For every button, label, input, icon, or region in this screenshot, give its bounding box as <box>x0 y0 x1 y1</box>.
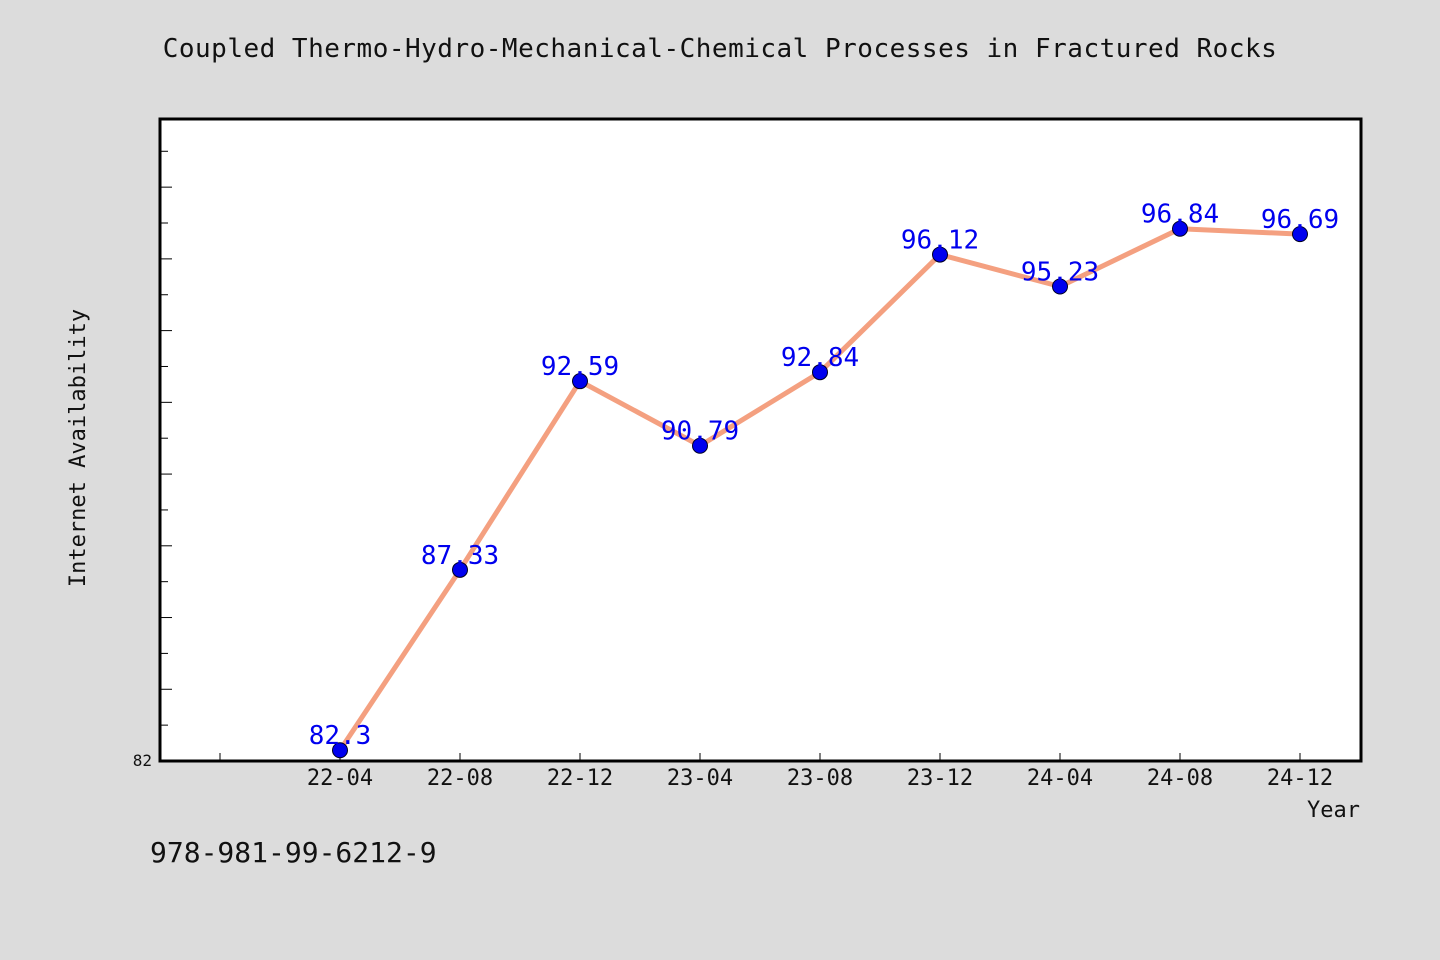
y-axis-title: Internet Availability <box>66 309 91 587</box>
data-label-22-12: 92.59 <box>541 352 619 382</box>
x-tick-label-23-08: 23-08 <box>787 766 853 791</box>
data-point-23-04 <box>692 437 708 454</box>
x-axis-ticks: 22-04 22-08 22-12 23-04 23-08 23-12 24-04 24-08… <box>219 753 1333 791</box>
data-label-22-08: 87.33 <box>421 541 499 571</box>
data-point-23-12 <box>932 246 948 263</box>
data-point-24-12 <box>1292 226 1308 243</box>
x-tick-label-24-12: 24-12 <box>1267 766 1333 791</box>
data-label-23-04: 90.79 <box>661 417 739 447</box>
data-label-24-04: 95.23 <box>1021 257 1099 287</box>
chart-title: Coupled Thermo-Hydro-Mechanical-Chemical… <box>162 34 1278 64</box>
x-tick-label-24-08: 24-08 <box>1147 766 1213 791</box>
plot-area <box>158 117 1363 763</box>
data-point-22-04 <box>332 742 348 759</box>
data-point-22-08 <box>452 561 468 578</box>
x-tick-label-22-12: 22-12 <box>547 766 613 791</box>
data-point-23-08 <box>812 364 828 381</box>
data-label-22-04: 82.3 <box>309 721 372 751</box>
data-labels: 82.3 87.33 92.59 90.79 92.84 96.12 95.23 96.84 9… <box>309 200 1339 751</box>
x-tick-label-23-04: 23-04 <box>667 766 733 791</box>
x-tick-label-24-04: 24-04 <box>1027 766 1093 791</box>
isbn-text: 978-981-99-6212-9 <box>150 836 437 869</box>
x-axis-title: Year <box>1307 798 1360 823</box>
data-point-24-04 <box>1052 278 1068 295</box>
data-point-22-12 <box>572 373 588 390</box>
x-tick-label-22-08: 22-08 <box>427 766 493 791</box>
y-axis-ticks <box>160 150 172 762</box>
x-tick-label-23-12: 23-12 <box>907 766 973 791</box>
data-label-24-08: 96.84 <box>1141 200 1219 230</box>
data-label-23-08: 92.84 <box>781 343 859 373</box>
y-tick-label-82: 82 <box>133 751 152 770</box>
data-label-23-12: 96.12 <box>901 226 979 256</box>
data-point-24-08 <box>1172 220 1188 237</box>
x-tick-label-22-04: 22-04 <box>307 766 373 791</box>
data-label-24-12: 96.69 <box>1261 205 1339 235</box>
series-markers <box>332 220 1308 759</box>
